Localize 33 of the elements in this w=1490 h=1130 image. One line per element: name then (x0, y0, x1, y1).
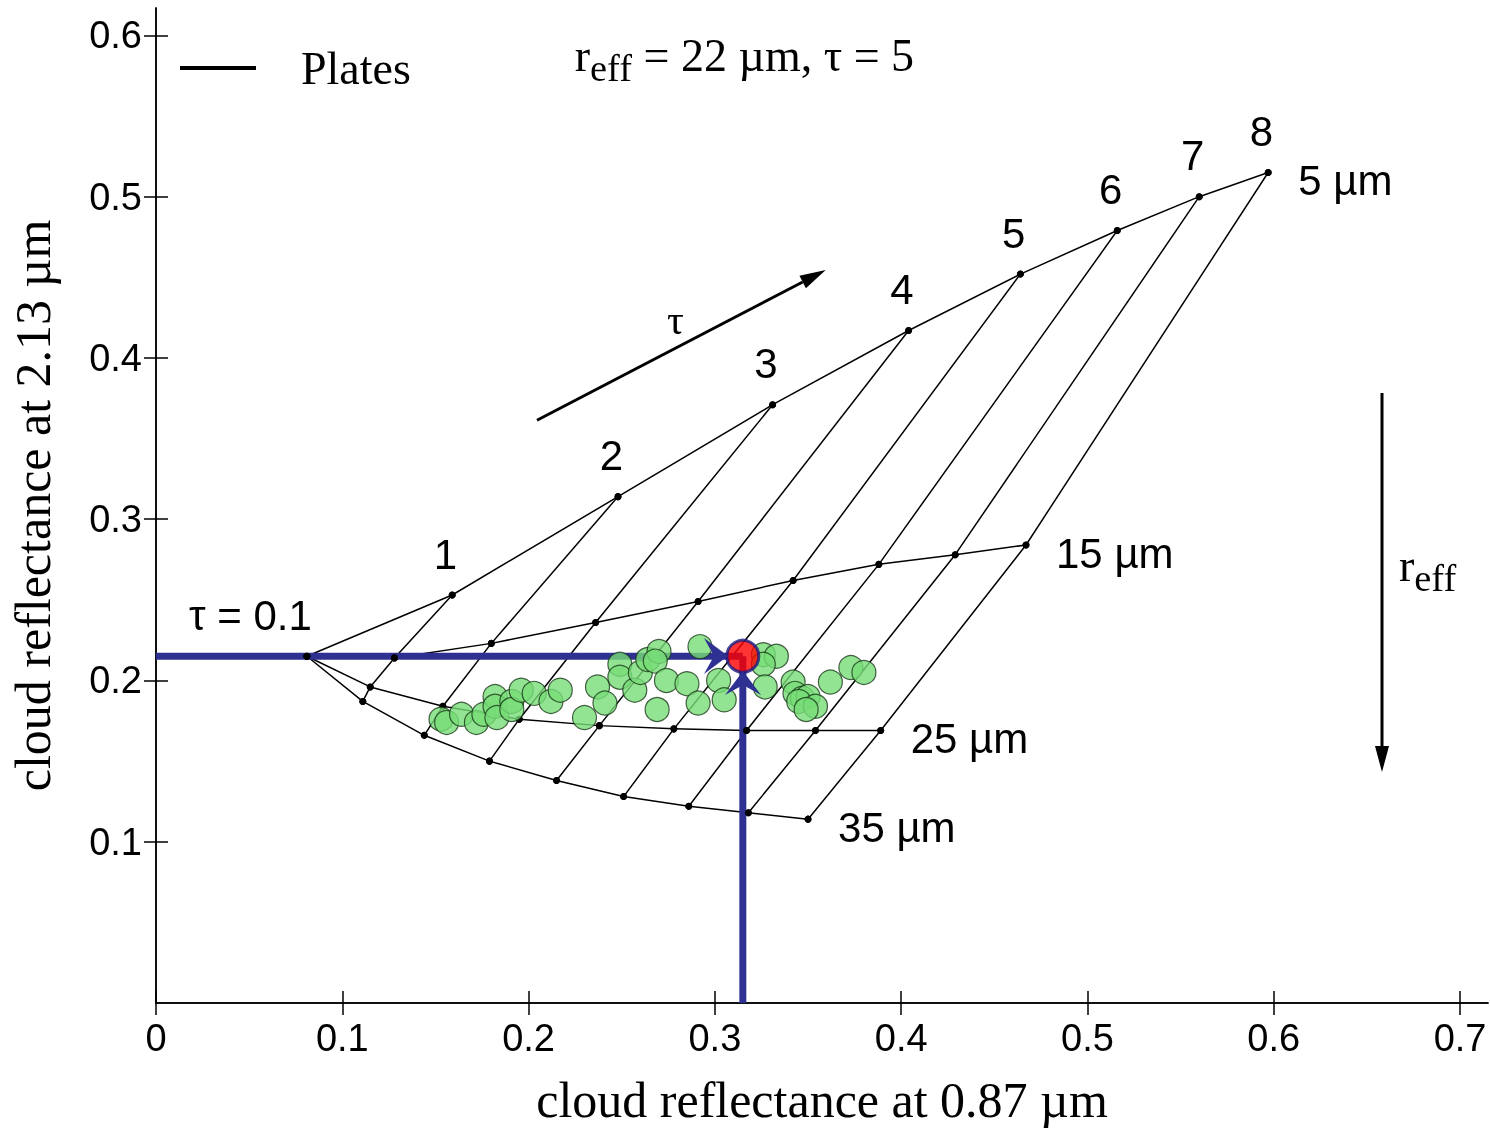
annotation: 7 (1180, 132, 1205, 180)
x-tick-label: 0.6 (1247, 1017, 1301, 1059)
x-tick-label: 0.4 (874, 1017, 928, 1059)
annotation: 2 (599, 432, 624, 480)
annotation: 4 (890, 266, 914, 314)
y-tick-label: 0.5 (89, 175, 142, 218)
annotation: τ (667, 297, 684, 344)
y-tick-label: 0.2 (89, 659, 142, 702)
annotation: 5 (1002, 209, 1026, 257)
annotation: 35 µm (838, 803, 956, 851)
y-tick-label: 0.4 (89, 336, 142, 379)
annotation: 15 µm (1055, 529, 1174, 577)
y-tick-label: 0.1 (89, 820, 142, 863)
annotation: 5 µm (1298, 156, 1393, 204)
y-axis-title: cloud reflectance at 2.13 µm (5, 219, 61, 792)
x-axis-title: cloud reflectance at 0.87 µm (536, 1072, 1108, 1128)
annotation: r$_{eff}$ = 22 µm, τ = 5 (574, 29, 915, 89)
legend-label: Plates (301, 42, 411, 94)
annotation: τ = 0.1 (189, 591, 312, 639)
x-tick-label: 0.5 (1061, 1017, 1114, 1059)
x-tick-label: 0.7 (1433, 1017, 1487, 1059)
x-tick-label: 0 (145, 1017, 167, 1059)
annotation: 3 (754, 340, 778, 388)
annotation: 25 µm (910, 714, 1029, 762)
y-tick-label: 0.6 (89, 14, 142, 57)
x-tick-label: 0.3 (688, 1017, 742, 1059)
annotation: 8 (1249, 107, 1274, 155)
y-tick-label: 0.3 (89, 498, 142, 541)
annotation: 6 (1098, 166, 1123, 214)
x-tick-label: 0.2 (502, 1017, 555, 1059)
annotation: 1 (433, 530, 458, 578)
x-tick-label: 0.1 (315, 1017, 369, 1059)
annotation: r$_{eff}$ (1398, 540, 1457, 600)
